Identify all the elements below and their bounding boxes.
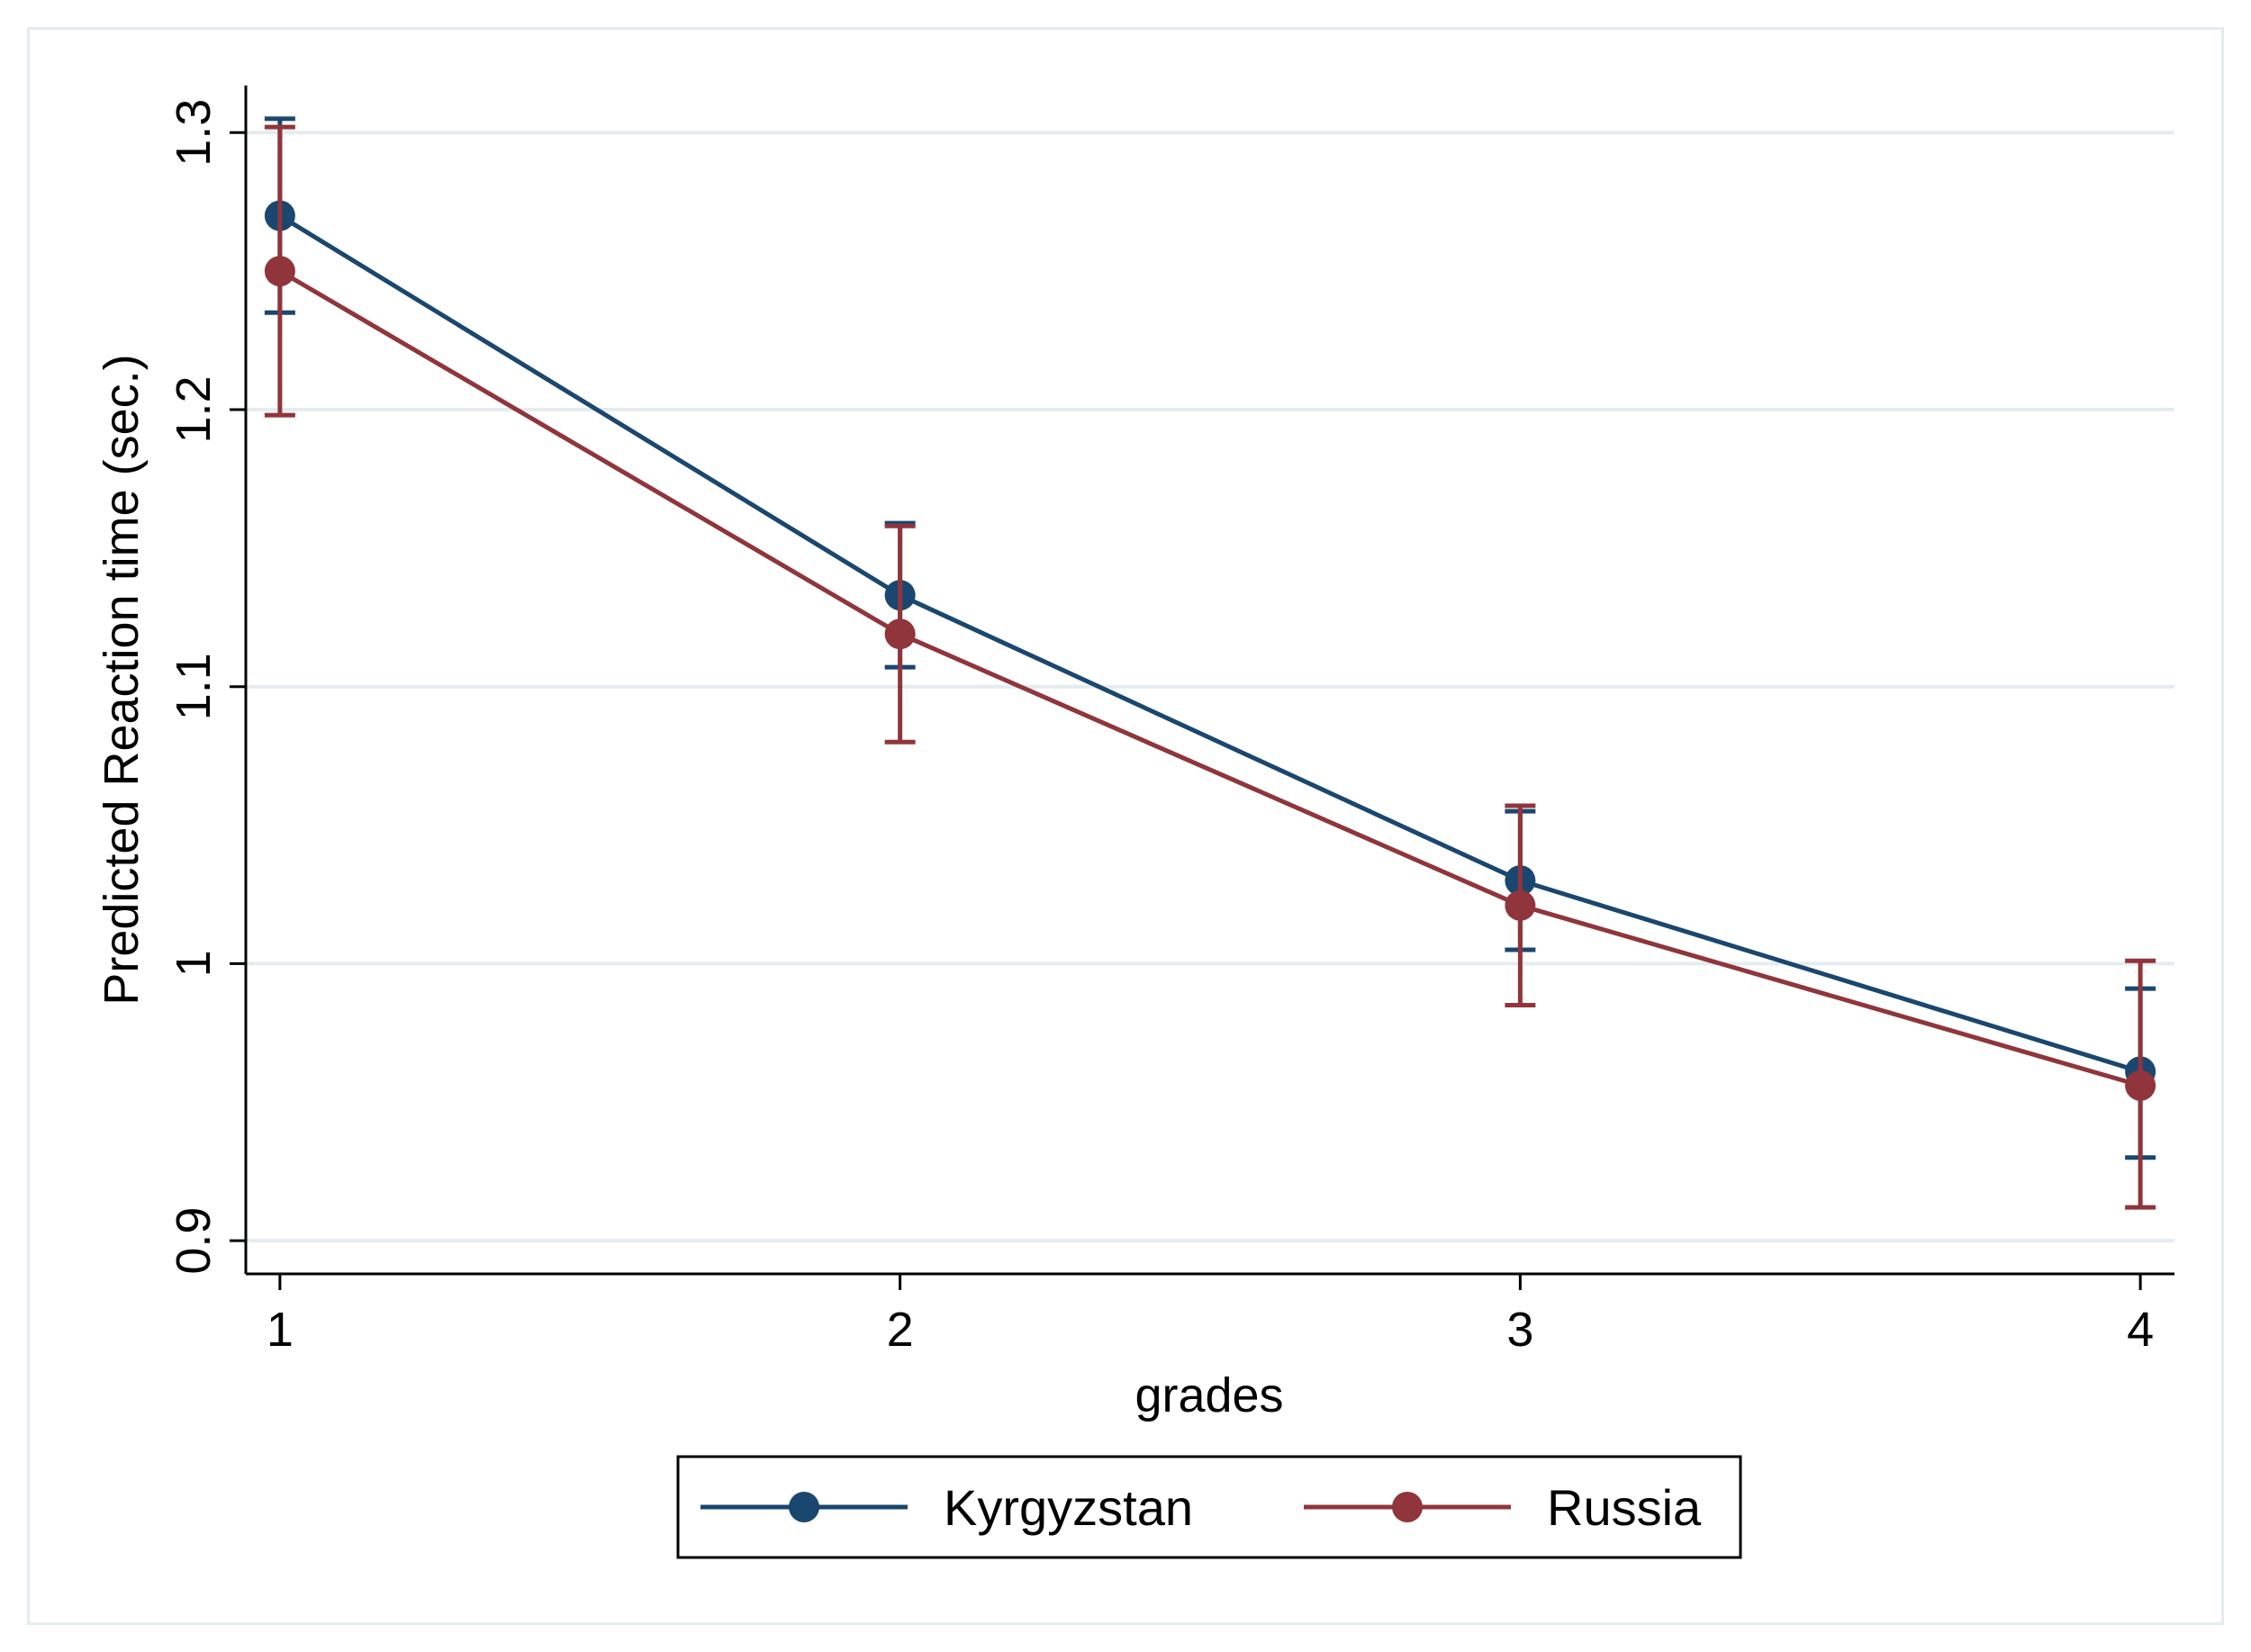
x-ticks: 1 2 3 4 bbox=[267, 1274, 2154, 1357]
legend-label-kyrgyzstan: Kyrgyzstan bbox=[944, 1479, 1193, 1536]
gridlines bbox=[246, 131, 2174, 1243]
series-line-kyrgyzstan bbox=[278, 213, 2141, 1074]
x-tick-label: 2 bbox=[887, 1303, 914, 1357]
chart-frame: 0.9 1 1.1 1.2 1.3 1 2 3 4 grades Predicted Reac… bbox=[27, 27, 2224, 1625]
x-tick-label: 1 bbox=[267, 1303, 294, 1357]
y-tick-label: 0.9 bbox=[167, 1207, 221, 1275]
legend: Kyrgyzstan Russia bbox=[676, 1455, 1742, 1559]
series-kyrgyzstan bbox=[264, 116, 2156, 1160]
y-ticks: 0.9 1 1.1 1.2 1.3 bbox=[167, 99, 246, 1275]
series bbox=[264, 116, 2156, 1210]
legend-label-russia: Russia bbox=[1547, 1479, 1702, 1536]
x-axis-title: grades bbox=[1135, 1368, 1283, 1422]
data-point-russia bbox=[884, 618, 916, 650]
axes bbox=[244, 86, 2174, 1276]
y-tick-label: 1.3 bbox=[167, 99, 221, 167]
data-point-russia bbox=[1505, 889, 1536, 921]
chart-canvas: 0.9 1 1.1 1.2 1.3 1 2 3 4 grades Predicted Reac… bbox=[95, 86, 2174, 1559]
y-axis-title: Predicted Reaction time (sec.) bbox=[95, 354, 149, 1005]
series-russia bbox=[264, 124, 2156, 1210]
y-tick-label: 1 bbox=[167, 950, 221, 977]
data-point-russia bbox=[264, 256, 295, 287]
data-point-russia bbox=[2125, 1070, 2156, 1101]
y-tick-label: 1.2 bbox=[167, 375, 221, 443]
legend-marker-kyrgyzstan bbox=[789, 1492, 819, 1522]
legend-marker-russia bbox=[1392, 1492, 1423, 1522]
x-tick-label: 4 bbox=[2127, 1303, 2154, 1357]
series-line-russia bbox=[278, 268, 2141, 1088]
x-tick-label: 3 bbox=[1506, 1303, 1533, 1357]
y-tick-label: 1.1 bbox=[167, 653, 221, 720]
